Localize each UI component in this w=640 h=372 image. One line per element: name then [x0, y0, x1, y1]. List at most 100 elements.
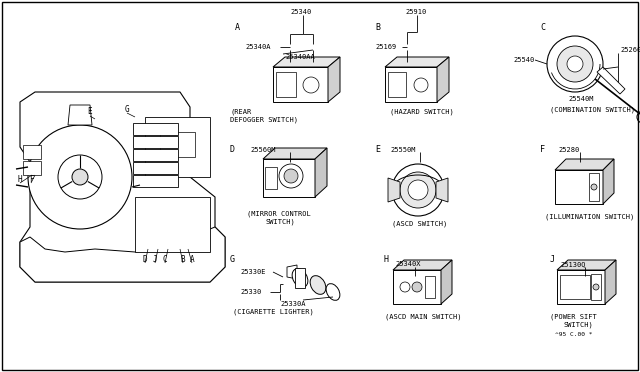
Text: 25330E: 25330E [240, 269, 266, 275]
Polygon shape [328, 57, 340, 102]
Text: G: G [125, 105, 129, 113]
Polygon shape [555, 170, 603, 204]
Polygon shape [393, 260, 452, 270]
Polygon shape [287, 265, 297, 279]
Bar [589, 173, 599, 201]
Bar [560, 275, 590, 299]
Text: 25910: 25910 [405, 9, 426, 15]
Polygon shape [441, 260, 452, 304]
Circle shape [547, 36, 603, 92]
Text: 25330: 25330 [240, 289, 261, 295]
Text: D: D [143, 254, 147, 263]
Text: (REAR: (REAR [230, 109, 252, 115]
Bar [145, 117, 210, 177]
Polygon shape [393, 270, 441, 304]
Text: 25340A: 25340A [245, 44, 271, 50]
Text: (ASCD MAIN SWITCH): (ASCD MAIN SWITCH) [385, 314, 461, 320]
Polygon shape [273, 57, 340, 67]
Polygon shape [557, 270, 605, 304]
Text: (COMBINATION SWITCH): (COMBINATION SWITCH) [550, 107, 635, 113]
Bar [135, 197, 210, 252]
Text: J: J [153, 254, 157, 263]
Text: B: B [375, 22, 380, 32]
Text: C: C [163, 254, 167, 263]
Circle shape [414, 78, 428, 92]
Circle shape [72, 169, 88, 185]
Bar [276, 72, 296, 97]
Text: SWITCH): SWITCH) [563, 322, 593, 328]
Text: 25550M: 25550M [390, 147, 415, 153]
Text: (ASCD SWITCH): (ASCD SWITCH) [392, 221, 447, 227]
Polygon shape [315, 148, 327, 197]
Text: 25340X: 25340X [395, 261, 420, 267]
Polygon shape [555, 159, 614, 170]
Text: 25560M: 25560M [250, 147, 275, 153]
Circle shape [412, 282, 422, 292]
Ellipse shape [292, 269, 308, 287]
Polygon shape [597, 67, 625, 94]
Circle shape [303, 77, 319, 93]
Bar [23, 145, 41, 159]
Polygon shape [603, 159, 614, 204]
Text: B: B [180, 254, 186, 263]
Text: 25169: 25169 [375, 44, 396, 50]
Text: 25340: 25340 [290, 9, 311, 15]
Polygon shape [605, 260, 616, 304]
Circle shape [392, 164, 444, 216]
Circle shape [591, 184, 597, 190]
Text: 25280: 25280 [558, 147, 579, 153]
Bar [133, 123, 178, 135]
Text: (CIGARETTE LIGHTER): (CIGARETTE LIGHTER) [233, 309, 314, 315]
Polygon shape [385, 67, 437, 102]
Text: D: D [230, 145, 235, 154]
Circle shape [593, 284, 599, 290]
Polygon shape [20, 92, 225, 282]
Bar [133, 136, 178, 148]
Circle shape [637, 111, 640, 123]
Bar [265, 167, 277, 189]
Text: H: H [383, 254, 388, 263]
Text: 25260P: 25260P [620, 47, 640, 53]
Text: 25130Q: 25130Q [560, 261, 586, 267]
Circle shape [279, 164, 303, 188]
Bar [425, 276, 435, 298]
Circle shape [567, 56, 583, 72]
Circle shape [288, 60, 292, 64]
Text: (HAZARD SWITCH): (HAZARD SWITCH) [390, 109, 454, 115]
Text: DEFOGGER SWITCH): DEFOGGER SWITCH) [230, 117, 298, 123]
Text: 25340AA: 25340AA [285, 54, 315, 60]
Text: A: A [189, 254, 195, 263]
Text: 25540M: 25540M [568, 96, 593, 102]
Text: SWITCH): SWITCH) [265, 219, 295, 225]
Bar [591, 274, 601, 300]
Circle shape [400, 282, 410, 292]
Bar [133, 175, 178, 187]
Ellipse shape [310, 276, 326, 294]
Text: H: H [18, 174, 22, 183]
Polygon shape [20, 227, 225, 282]
Circle shape [311, 60, 315, 64]
Circle shape [58, 155, 102, 199]
Bar [295, 268, 305, 288]
Polygon shape [557, 260, 616, 270]
Bar [133, 162, 178, 174]
Circle shape [400, 172, 436, 208]
Polygon shape [385, 57, 449, 67]
Text: (ILLUMINATION SWITCH): (ILLUMINATION SWITCH) [545, 214, 634, 220]
Ellipse shape [326, 283, 340, 300]
Text: E: E [88, 108, 92, 116]
Text: E: E [375, 145, 380, 154]
Circle shape [557, 46, 593, 82]
Text: G: G [230, 254, 235, 263]
Text: J: J [550, 254, 555, 263]
Circle shape [28, 125, 132, 229]
Circle shape [284, 169, 298, 183]
Polygon shape [436, 178, 448, 202]
Text: (POWER SIFT: (POWER SIFT [550, 314, 596, 320]
Text: 25330A: 25330A [280, 301, 305, 307]
Bar [133, 149, 178, 161]
Polygon shape [437, 57, 449, 102]
Bar [23, 161, 41, 175]
Polygon shape [68, 105, 92, 125]
Bar [388, 72, 406, 97]
